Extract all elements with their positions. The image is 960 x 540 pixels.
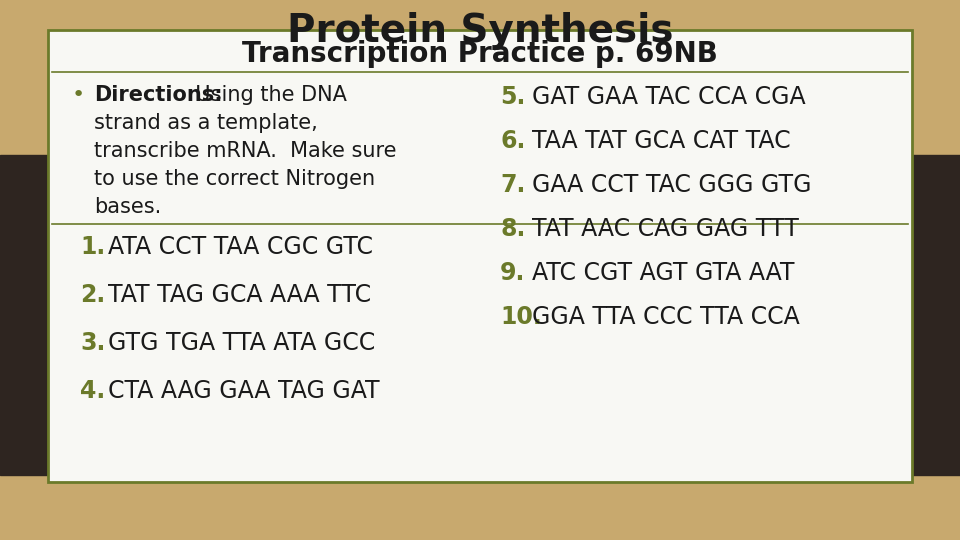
Text: bases.: bases. <box>94 197 161 217</box>
Text: 1.: 1. <box>80 235 106 259</box>
Text: 4.: 4. <box>80 379 106 403</box>
Text: 8.: 8. <box>500 217 525 241</box>
Text: ATA CCT TAA CGC GTC: ATA CCT TAA CGC GTC <box>108 235 373 259</box>
Text: GGA TTA CCC TTA CCA: GGA TTA CCC TTA CCA <box>532 305 800 329</box>
Text: 5.: 5. <box>500 85 525 109</box>
Text: 6.: 6. <box>500 129 525 153</box>
Text: to use the correct Nitrogen: to use the correct Nitrogen <box>94 169 375 189</box>
Text: TAT TAG GCA AAA TTC: TAT TAG GCA AAA TTC <box>108 283 372 307</box>
Text: strand as a template,: strand as a template, <box>94 113 318 133</box>
Text: 10.: 10. <box>500 305 541 329</box>
Bar <box>908 155 960 475</box>
Text: TAT AAC CAG GAG TTT: TAT AAC CAG GAG TTT <box>532 217 799 241</box>
FancyBboxPatch shape <box>48 30 912 482</box>
Text: Protein Synthesis: Protein Synthesis <box>287 12 673 50</box>
Text: Directions:: Directions: <box>94 85 223 105</box>
Text: 7.: 7. <box>500 173 525 197</box>
Text: CTA AAG GAA TAG GAT: CTA AAG GAA TAG GAT <box>108 379 379 403</box>
Text: Using the DNA: Using the DNA <box>182 85 347 105</box>
Text: GAA CCT TAC GGG GTG: GAA CCT TAC GGG GTG <box>532 173 811 197</box>
Text: •: • <box>72 85 85 105</box>
Text: TAA TAT GCA CAT TAC: TAA TAT GCA CAT TAC <box>532 129 791 153</box>
Text: transcribe mRNA.  Make sure: transcribe mRNA. Make sure <box>94 141 396 161</box>
Text: 3.: 3. <box>80 331 106 355</box>
Text: 9.: 9. <box>500 261 525 285</box>
Text: ATC CGT AGT GTA AAT: ATC CGT AGT GTA AAT <box>532 261 795 285</box>
Bar <box>0 155 52 475</box>
Text: Transcription Practice p. 69NB: Transcription Practice p. 69NB <box>242 40 718 68</box>
Text: GTG TGA TTA ATA GCC: GTG TGA TTA ATA GCC <box>108 331 375 355</box>
Text: GAT GAA TAC CCA CGA: GAT GAA TAC CCA CGA <box>532 85 805 109</box>
Text: 2.: 2. <box>80 283 106 307</box>
